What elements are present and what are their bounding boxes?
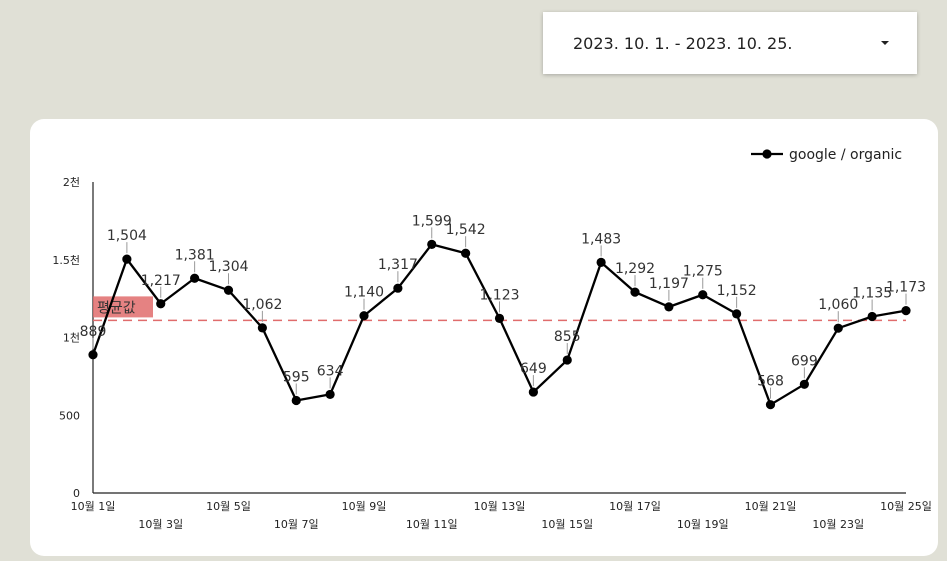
data-point <box>799 379 809 389</box>
legend-marker-icon <box>762 149 772 159</box>
data-point <box>562 355 572 365</box>
data-point <box>596 257 606 267</box>
data-point <box>664 302 674 312</box>
data-label: 699 <box>791 353 818 369</box>
y-tick-label: 1.5천 <box>52 253 80 267</box>
data-label: 1,483 <box>581 231 621 247</box>
data-point <box>833 323 843 333</box>
x-tick-label: 10월 3일 <box>138 517 183 531</box>
average-label: 평균값 <box>97 300 136 316</box>
line-chart: 0 500 1천 1.5천 2천 10월 1일 10월 3일 10월 5일 10월 7일 10월 … <box>52 147 932 531</box>
data-point <box>291 395 301 406</box>
y-tick-label: 500 <box>59 409 80 422</box>
x-tick-label: 10월 21일 <box>745 499 797 513</box>
data-point <box>528 387 538 397</box>
data-point <box>156 299 166 309</box>
x-tick-label: 10월 25일 <box>880 499 932 513</box>
data-point <box>122 254 132 264</box>
y-tick-label: 2천 <box>63 175 80 189</box>
data-point <box>427 239 437 249</box>
data-point <box>765 400 776 410</box>
chart-card: 0 500 1천 1.5천 2천 10월 1일 10월 3일 10월 5일 10월 7일 10월 … <box>30 119 938 556</box>
x-tick-label: 10월 7일 <box>274 517 319 531</box>
data-point <box>325 389 335 400</box>
y-tick-label: 0 <box>73 487 80 500</box>
data-point <box>88 350 98 360</box>
data-point <box>901 305 911 316</box>
data-label: 889 <box>80 324 107 340</box>
data-label: 1,599 <box>412 213 452 229</box>
data-point <box>698 290 708 300</box>
data-label: 1,123 <box>479 287 519 303</box>
data-label: 1,292 <box>615 261 655 277</box>
data-label: 1,381 <box>175 247 215 263</box>
data-point <box>494 313 505 323</box>
data-point <box>223 285 234 295</box>
data-label: 568 <box>757 374 784 390</box>
data-point <box>732 309 742 319</box>
data-point <box>359 311 369 321</box>
x-tick-label: 10월 13일 <box>474 499 526 513</box>
data-label: 1,173 <box>886 280 926 296</box>
data-label: 1,504 <box>107 228 147 244</box>
data-label: 1,140 <box>344 285 384 301</box>
data-label: 1,062 <box>242 297 282 313</box>
data-point <box>867 311 877 322</box>
x-tick-label: 10월 5일 <box>206 499 251 513</box>
data-label: 1,317 <box>378 257 418 273</box>
x-tick-label: 10월 1일 <box>71 499 116 513</box>
data-label: 1,275 <box>683 264 723 280</box>
x-tick-label: 10월 9일 <box>342 499 387 513</box>
y-tick-label: 1천 <box>63 331 80 345</box>
data-label: 634 <box>317 363 344 379</box>
data-label: 1,197 <box>649 276 689 292</box>
data-label: 595 <box>283 369 310 385</box>
data-point <box>257 323 267 333</box>
data-label: 1,135 <box>852 286 892 302</box>
data-label: 1,217 <box>141 273 181 289</box>
x-tick-label: 10월 19일 <box>677 517 729 531</box>
data-label: 1,060 <box>818 297 858 313</box>
data-label: 1,152 <box>717 283 757 299</box>
dropdown-caret-icon[interactable] <box>881 41 889 45</box>
legend-label: google / organic <box>789 147 902 163</box>
data-point <box>393 283 403 293</box>
x-tick-label: 10월 11일 <box>406 517 458 531</box>
x-tick-label: 10월 23일 <box>812 517 864 531</box>
data-point <box>461 248 471 258</box>
x-tick-label: 10월 17일 <box>609 499 661 513</box>
date-range-picker[interactable]: 2023. 10. 1. - 2023. 10. 25. <box>543 12 917 74</box>
data-point <box>190 273 200 283</box>
data-label: 855 <box>554 329 581 345</box>
date-range-label: 2023. 10. 1. - 2023. 10. 25. <box>573 33 793 53</box>
x-tick-label: 10월 15일 <box>541 517 593 531</box>
data-point <box>630 287 640 297</box>
data-label: 1,304 <box>208 259 248 275</box>
data-label: 649 <box>520 361 547 377</box>
data-label: 1,542 <box>446 222 486 238</box>
